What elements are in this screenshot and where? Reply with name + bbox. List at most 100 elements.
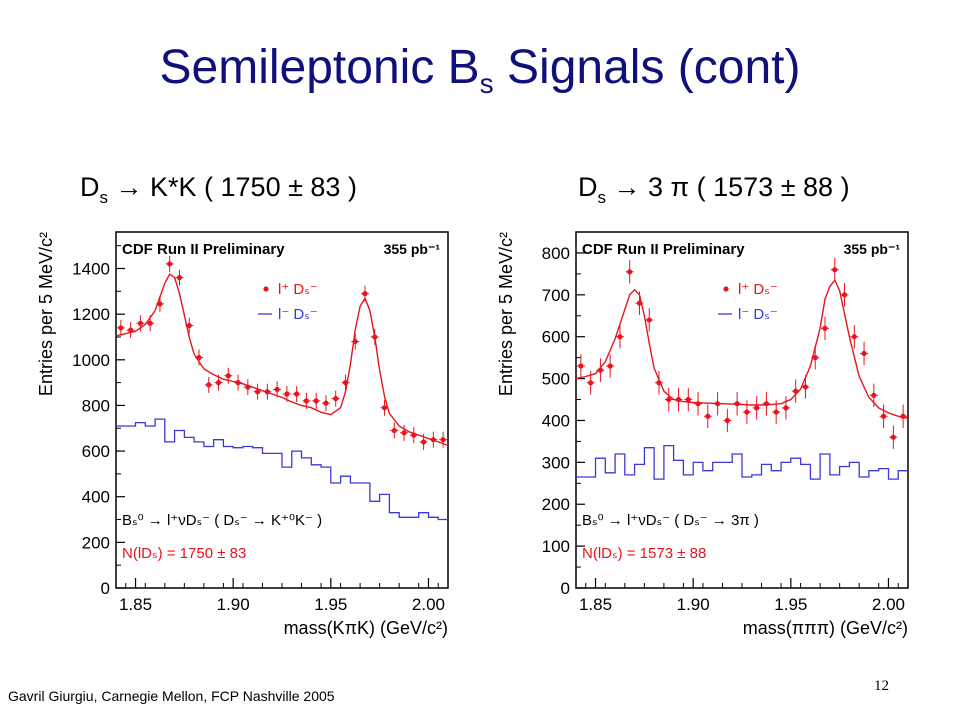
y-tick-label: 0 [101,579,110,598]
data-marker [333,395,339,402]
x-tick-label: 1.85 [119,595,152,614]
data-marker [773,409,779,415]
data-marker [176,275,183,281]
data-point [664,387,673,412]
data-point [879,404,888,429]
data-marker [440,437,446,443]
y-tick-label: 600 [82,442,110,461]
data-point [791,379,800,403]
data-point [155,295,164,312]
data-marker [137,320,144,326]
y-tick-label: 200 [82,533,110,552]
data-point [185,317,194,334]
data-marker [245,384,251,390]
data-marker [695,401,701,407]
chart-3pi: CDF Run II Preliminary 355 pb⁻¹ 0 100 200 300… [496,231,909,638]
data-point [811,345,820,370]
y-tick-label: 200 [542,495,570,514]
data-point [312,392,321,409]
x-tick-label: 1.95 [774,595,807,614]
data-marker [186,322,192,329]
panel-title-right: Ds → 3 π ( 1573 ± 88 ) [578,172,850,207]
data-point [302,392,311,409]
data-marker [714,401,721,407]
data-point [380,399,389,416]
data-point [781,396,790,420]
data-point [419,433,428,450]
data-point [165,255,174,272]
data-marker [372,334,378,340]
chart-kkk: CDF Run II Preliminary 355 pb⁻¹ 0 200 400 600… [36,231,449,638]
data-marker [666,396,672,403]
y-tick-label: 100 [542,537,570,556]
data-point [390,422,399,439]
data-point [635,291,644,315]
data-marker [880,413,887,419]
data-point [586,371,595,395]
x-axis-title: mass(KπK) (GeV/c²) [284,618,448,638]
data-marker [744,409,750,415]
data-point [253,383,262,400]
data-point [655,371,663,395]
data-marker [900,413,906,419]
data-point [860,341,869,366]
y-axis-title: Entries per 5 MeV/c² [496,232,516,396]
data-marker [391,427,397,434]
y-tick-label: 600 [542,328,570,347]
data-marker [851,334,857,340]
data-marker [128,327,134,333]
decay-label: Bₛ⁰ → l⁺νDₛ⁻ ( Dₛ⁻ → 3π ) [582,512,759,529]
data-marker [323,400,329,406]
y-tick-label: 800 [82,396,110,415]
luminosity-label: 355 pb⁻¹ [844,241,901,257]
data-marker [411,432,417,438]
data-point [694,391,703,416]
data-marker [890,434,896,440]
data-point [772,400,781,424]
data-marker [264,389,270,395]
data-marker [147,320,153,326]
data-marker [646,317,652,323]
decay-label: Bₛ⁰ → l⁺νDₛ⁻ ( Dₛ⁻ → K⁺⁰K⁻ ) [122,512,322,529]
data-marker [802,384,809,390]
data-marker [588,380,594,386]
data-marker [206,382,212,388]
data-marker [294,391,300,397]
data-point [840,283,849,307]
legend-marker-signal [263,286,269,292]
data-marker [313,398,319,404]
data-point [146,315,155,332]
data-marker [783,405,789,411]
luminosity-label: 355 pb⁻¹ [384,241,441,257]
y-tick-label: 1400 [72,260,110,279]
data-point [889,425,898,449]
panel-title-left: Ds → K*K ( 1750 ± 83 ) [80,172,357,207]
data-point [400,424,409,441]
data-point [762,391,771,416]
data-marker [656,380,662,386]
plot-header: CDF Run II Preliminary [582,241,745,258]
y-tick-label: 1000 [72,351,110,370]
data-marker [617,334,623,340]
data-point [576,354,585,378]
data-marker [254,389,261,395]
data-marker [734,401,740,407]
data-point [733,391,742,416]
data-marker [167,261,173,267]
data-marker [627,269,633,275]
data-point [204,376,213,393]
page-number: 12 [874,678,889,694]
data-point [869,383,878,408]
data-marker [685,396,691,403]
legend-marker-signal [723,286,729,292]
data-point [742,400,751,424]
data-point [830,257,839,282]
plot-header: CDF Run II Preliminary [122,241,285,258]
data-marker [196,354,202,361]
data-marker [861,350,867,357]
data-marker [675,396,682,403]
data-point [684,387,693,412]
data-point [821,316,829,341]
data-point [243,379,252,396]
data-point [703,404,712,429]
